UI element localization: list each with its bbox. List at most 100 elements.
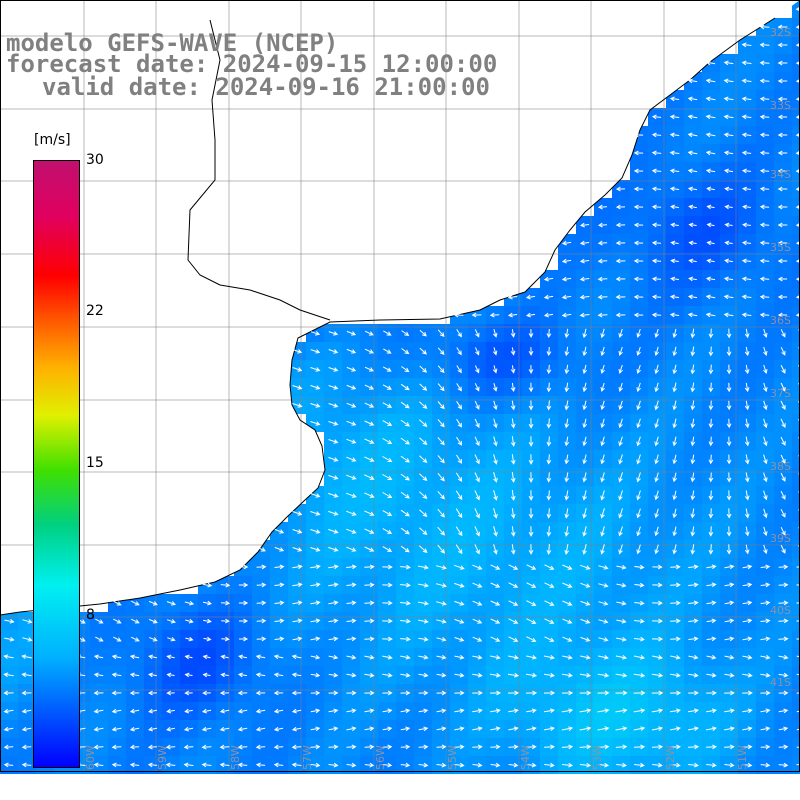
wind-vector [651,150,662,156]
wind-vector [618,328,623,338]
wind-speed-cell [792,126,800,144]
wind-vector [690,418,696,429]
coastline [0,17,776,616]
wind-vector [219,744,230,750]
wind-vector [688,654,699,660]
wind-vector [507,312,518,318]
wind-vector [220,654,229,660]
wind-vector [669,150,680,156]
wind-vector [436,601,447,606]
wind-vector [274,528,285,534]
wind-vector [201,744,212,750]
wind-vector [706,618,717,624]
wind-vector [472,655,483,660]
wind-vector [185,618,194,624]
wind-vector [708,436,714,447]
wind-vector [525,312,536,318]
wind-vector [688,240,697,246]
wind-vector [636,472,641,483]
wind-vector [364,564,375,570]
wind-vector [580,600,591,606]
wind-vector [364,348,374,354]
wind-vector [708,346,714,357]
wind-vector [600,508,605,519]
wind-vector [149,636,158,642]
wind-vector [759,150,770,156]
wind-vector [544,672,555,678]
lat-label: 36S [770,314,791,327]
wind-vector [382,582,393,588]
wind-vector [705,60,716,66]
wind-vector [202,600,213,606]
wind-vector [763,454,768,465]
wind-vector [600,346,605,357]
wind-vector [651,222,662,228]
wind-vector [510,400,516,411]
wind-vector [328,439,339,444]
wind-vector [490,636,501,642]
wind-vector [436,654,447,660]
wind-vector [564,364,570,375]
lon-label: 54W [519,745,532,770]
wind-vector [472,726,483,731]
wind-vector [726,508,732,519]
wind-vector [492,347,498,356]
wind-vector [636,418,641,429]
wind-vector [546,454,552,465]
wind-vector [760,618,771,624]
wind-vector [474,365,480,374]
wind-vector [435,583,447,588]
wind-vector [654,346,659,357]
wind-vector [364,690,375,696]
wind-vector [419,509,428,518]
wind-vector [510,454,516,465]
wind-vector [493,472,498,483]
wind-vector [744,490,750,501]
wind-vector [202,582,213,588]
wind-vector [528,508,534,519]
wind-vector [21,672,32,678]
wind-vector [759,204,770,210]
wind-vector [346,744,357,750]
wind-vector [724,690,735,696]
wind-vector [364,636,375,642]
wind-vector [562,655,573,660]
wind-vector [726,472,732,483]
wind-vector [759,294,770,300]
wind-speed-cell [792,108,800,126]
wind-vector [669,294,680,300]
lon-label: 52W [664,745,677,770]
wind-vector [291,726,302,732]
wind-vector [633,726,646,731]
wind-vector [777,276,788,282]
wind-vector [510,472,516,483]
wind-vector [508,564,519,570]
wind-vector [418,565,429,570]
wind-speed-cell [792,72,800,90]
wind-vector [796,620,800,622]
wind-vector [437,401,445,410]
wind-vector [310,367,321,372]
wind-vector [203,618,212,624]
wind-vector [706,222,715,228]
wind-vector [579,222,590,228]
wind-vector [400,655,411,660]
wind-vector [618,526,623,537]
wind-vector [633,132,644,138]
wind-vector [687,312,698,318]
wind-vector [759,132,770,138]
wind-vector [780,436,786,446]
lat-label: 37S [770,387,791,400]
colorbar-units: [m/s] [34,132,71,148]
wind-vector [291,672,302,678]
wind-vector [508,636,519,642]
wind-speed-cell [792,36,800,54]
wind-vector [435,565,447,570]
wind-vector [166,726,176,732]
wind-vector [633,168,644,174]
wind-vector [493,418,498,429]
wind-vector [616,762,627,768]
wind-vector [597,762,610,768]
wind-vector [615,726,628,731]
wind-vector [633,690,646,696]
